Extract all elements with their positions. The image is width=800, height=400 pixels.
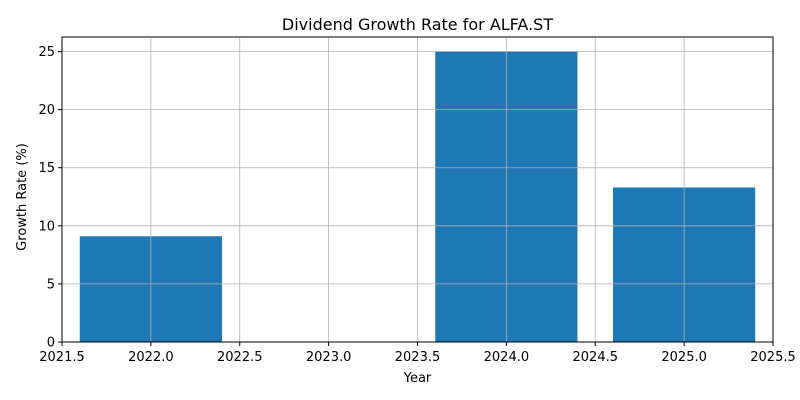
chart-title: Dividend Growth Rate for ALFA.ST xyxy=(282,15,553,34)
y-tick-label: 20 xyxy=(38,103,55,118)
y-axis-title: Growth Rate (%) xyxy=(15,143,30,251)
y-axis: 0 5 10 15 20 25 xyxy=(38,45,62,351)
x-tick-label: 2022.0 xyxy=(128,350,174,365)
y-tick-label: 15 xyxy=(38,161,55,176)
x-tick-label: 2021.5 xyxy=(39,350,85,365)
y-tick-label: 0 xyxy=(47,336,55,351)
x-tick-label: 2025.5 xyxy=(750,350,796,365)
x-axis: 2021.5 2022.0 2022.5 2023.0 2023.5 2024.0 2024… xyxy=(39,342,796,365)
y-tick-label: 5 xyxy=(47,277,55,292)
x-tick-label: 2023.0 xyxy=(306,350,352,365)
x-tick-label: 2023.5 xyxy=(395,350,441,365)
x-tick-label: 2024.0 xyxy=(484,350,530,365)
y-tick-label: 10 xyxy=(38,219,55,234)
x-axis-title: Year xyxy=(403,371,432,386)
x-tick-label: 2022.5 xyxy=(217,350,263,365)
x-tick-label: 2025.0 xyxy=(661,350,707,365)
y-tick-label: 25 xyxy=(38,45,55,60)
x-tick-label: 2024.5 xyxy=(573,350,619,365)
